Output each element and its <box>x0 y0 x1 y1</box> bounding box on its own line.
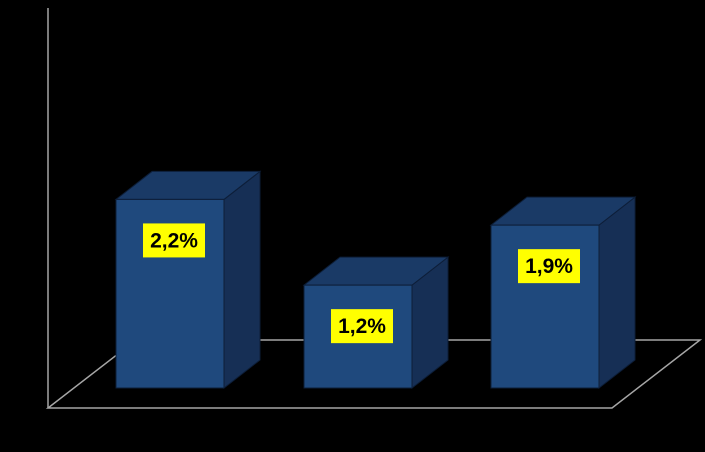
bar-side <box>223 170 261 390</box>
bar-front <box>490 224 600 389</box>
data-label-2: 1,2% <box>331 309 393 344</box>
data-label-text: 1,9% <box>525 255 573 278</box>
bar-side <box>598 196 636 390</box>
bar-1 <box>114 170 262 390</box>
data-label-text: 2,2% <box>150 229 198 252</box>
bars <box>114 170 637 390</box>
bar-3 <box>489 196 637 390</box>
data-label-3: 1,9% <box>518 249 580 284</box>
data-labels: 2,2% 1,2% 1,9% <box>143 223 580 344</box>
axes <box>45 8 703 409</box>
data-label-box <box>331 309 393 344</box>
data-label-box <box>518 249 580 284</box>
chart-floor <box>45 339 703 409</box>
data-label-text: 1,2% <box>338 315 386 338</box>
data-label-1: 2,2% <box>143 223 205 258</box>
bar-2 <box>302 256 450 390</box>
data-label-box <box>143 223 205 258</box>
